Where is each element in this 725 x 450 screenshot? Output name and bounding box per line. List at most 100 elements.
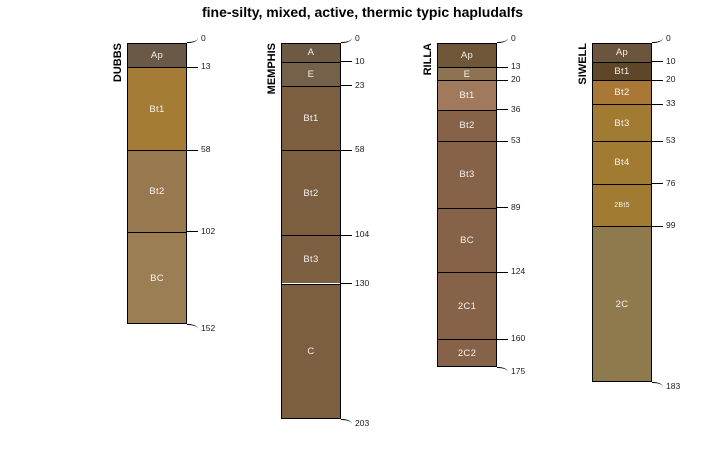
profile-rilla: RILLA Ap E Bt1 Bt2 Bt3 BC 2C1 2C2 0 13 20 36 53 89 124 1… [422, 34, 525, 376]
depth-tick [497, 79, 508, 81]
depth-tick-label: 0 [201, 33, 206, 43]
depth-tick [652, 183, 663, 185]
depth-tick [652, 225, 663, 227]
horizon-segment-bt2: Bt2 [281, 150, 341, 236]
depth-tick-label: 58 [201, 144, 211, 155]
horizon-name-label: BC [150, 272, 164, 284]
depth-tick-label: 53 [511, 135, 521, 146]
horizon-segment-bt2: Bt2 [437, 109, 497, 142]
depth-tick-label: 175 [511, 365, 526, 376]
depth-tick [341, 283, 352, 284]
horizon-name-label: E [307, 68, 315, 80]
depth-tick-label: 10 [666, 55, 676, 66]
horizon-segment-a: A [281, 43, 341, 62]
depth-tick [341, 234, 352, 236]
depth-tick [341, 38, 352, 43]
depth-tick-label: 0 [511, 33, 516, 43]
depth-tick-label: 89 [511, 201, 521, 212]
horizon-name-label: C [307, 346, 315, 358]
depth-tick-label: 76 [666, 177, 676, 188]
profile-siwell: SIWELL Ap Bt1 Bt2 Bt3 Bt4 2Bt5 2C 0 10 20 33 53 76 99 1… [577, 34, 680, 391]
depth-tick [341, 61, 352, 62]
horizon-segment-bt1: Bt1 [592, 61, 652, 80]
depth-tick-label: 33 [666, 98, 676, 109]
depth-tick-label: 36 [511, 103, 521, 114]
depth-tick-label: 130 [355, 277, 370, 288]
depth-tick [652, 61, 663, 62]
horizon-name-label: Bt3 [303, 254, 319, 266]
depth-tick [187, 231, 198, 233]
depth-tick [497, 338, 508, 340]
horizon-segment-ap: Ap [127, 43, 187, 68]
horizon-segment-ap: Ap [592, 43, 652, 62]
horizon-name-label: Bt3 [614, 117, 630, 129]
horizon-name-label: Bt1 [303, 112, 319, 124]
horizon-name-label: Bt1 [149, 103, 165, 115]
horizon-name-label: Bt2 [459, 120, 475, 132]
horizon-segment-e: E [437, 67, 497, 80]
profile-id-label: SIWELL [577, 43, 589, 85]
depth-tick [497, 271, 508, 273]
depth-tick-label: 53 [666, 135, 676, 146]
depth-tick [497, 109, 508, 111]
horizon-segment-e: E [281, 61, 341, 86]
horizon-name-label: Bt4 [614, 157, 630, 169]
depth-tick-label: 152 [201, 323, 216, 334]
depth-tick-label: 203 [355, 417, 370, 428]
horizon-name-label: Bt2 [149, 185, 165, 197]
depth-tick [652, 38, 663, 43]
horizon-segment-bt1: Bt1 [281, 85, 341, 151]
profile-id-label: RILLA [422, 43, 434, 76]
depth-tick-label: 23 [355, 79, 365, 90]
depth-tick [341, 418, 352, 424]
horizon-segment-2c1: 2C1 [437, 272, 497, 339]
depth-tick [497, 366, 508, 372]
horizon-segment-bt4: Bt4 [592, 141, 652, 184]
horizon-name-label: BC [460, 235, 474, 247]
depth-tick [652, 140, 663, 142]
horizon-name-label: Bt1 [614, 65, 630, 77]
depth-tick [652, 103, 663, 105]
depth-tick-label: 13 [201, 61, 211, 72]
depth-tick-label: 183 [666, 380, 681, 391]
depth-tick-label: 124 [511, 266, 526, 277]
depth-tick [187, 38, 198, 43]
depth-tick-label: 0 [666, 33, 671, 43]
depth-tick-label: 13 [511, 61, 521, 72]
horizon-name-label: Bt2 [614, 87, 630, 99]
depth-tick-label: 104 [355, 229, 370, 240]
horizon-name-label: Ap [150, 49, 164, 61]
depth-tick [187, 324, 198, 329]
horizon-name-label: A [307, 46, 315, 58]
profile-memphis: MEMPHIS A E Bt1 Bt2 Bt3 C 0 10 23 58 104 130 203 [266, 34, 369, 428]
depth-tick-label: 0 [355, 33, 360, 43]
depth-tick-label: 58 [355, 144, 365, 155]
horizon-segment-2c2: 2C2 [437, 339, 497, 367]
horizon-segment-2c: 2C [592, 226, 652, 382]
depth-tick [187, 66, 198, 68]
horizon-segment-bt2: Bt2 [592, 80, 652, 105]
horizon-name-label: 2Bt5 [614, 201, 630, 209]
horizon-name-label: 2C2 [457, 347, 477, 359]
depth-tick-label: 102 [201, 225, 216, 236]
depth-tick [497, 207, 508, 209]
horizon-segment-bt1: Bt1 [437, 80, 497, 110]
depth-tick-label: 99 [666, 220, 676, 231]
depth-tick [497, 140, 508, 142]
horizon-segment-bt1: Bt1 [127, 67, 187, 151]
depth-tick [341, 85, 352, 87]
horizon-name-label: Ap [615, 46, 629, 58]
figure-title: fine-silty, mixed, active, thermic typic… [201, 4, 524, 20]
horizon-segment-ap: Ap [437, 43, 497, 68]
horizon-name-label: E [463, 68, 471, 80]
horizon-segment-bt3: Bt3 [437, 141, 497, 208]
horizon-segment-2bt5: 2Bt5 [592, 183, 652, 227]
horizon-name-label: 2C [615, 298, 629, 310]
depth-tick [497, 38, 508, 43]
depth-tick [652, 381, 663, 387]
depth-tick [187, 149, 198, 151]
depth-tick-label: 10 [355, 55, 365, 66]
horizon-name-label: Ap [460, 49, 474, 61]
horizon-name-label: Bt3 [459, 169, 475, 181]
